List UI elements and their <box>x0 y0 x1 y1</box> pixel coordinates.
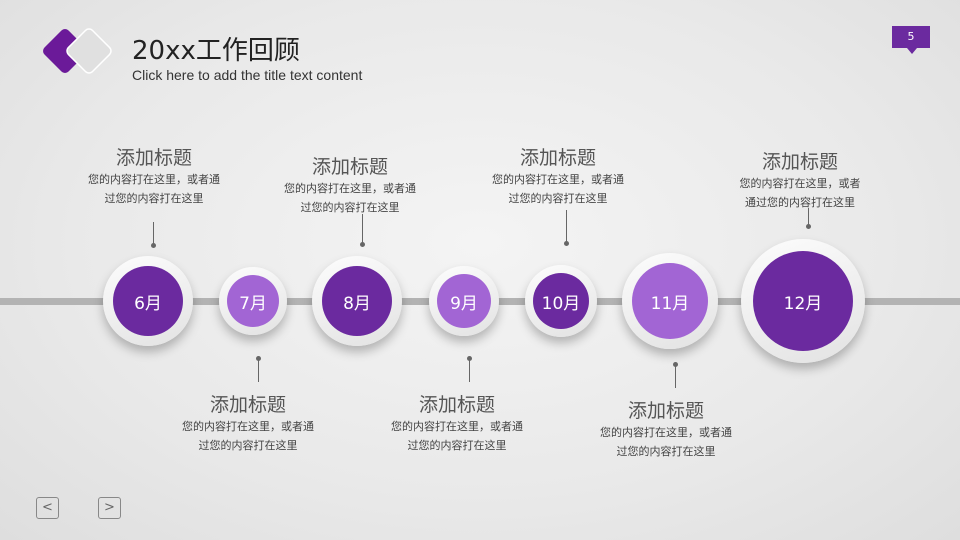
connector-line <box>362 214 363 244</box>
block-text[interactable]: 您的内容打在这里，或者 <box>739 177 861 190</box>
block-text[interactable]: 过您的内容打在这里 <box>616 445 716 458</box>
month-node-4[interactable]: 10月 <box>525 265 597 337</box>
month-label: 9月 <box>437 274 491 328</box>
page-subtitle[interactable]: Click here to add the title text content <box>132 67 363 83</box>
block-text[interactable]: 您的内容打在这里，或者通 <box>284 182 416 195</box>
connector-line <box>153 222 154 245</box>
block-heading[interactable]: 添加标题 <box>761 151 838 173</box>
text-block: 添加标题您的内容打在这里，或者通过您的内容打在这里 <box>473 143 643 208</box>
text-block: 添加标题您的内容打在这里，或者通过您的内容打在这里 <box>163 390 333 455</box>
month-node-2[interactable]: 8月 <box>312 256 402 346</box>
block-text[interactable]: 您的内容打在这里，或者通 <box>492 173 624 186</box>
text-block: 添加标题您的内容打在这里，或者通过您的内容打在这里 <box>69 143 239 208</box>
connector-line <box>808 208 809 226</box>
block-heading[interactable]: 添加标题 <box>418 394 495 416</box>
month-label: 6月 <box>113 266 183 336</box>
connector-dot <box>806 224 811 229</box>
block-text[interactable]: 您的内容打在这里，或者通 <box>391 420 523 433</box>
block-heading[interactable]: 添加标题 <box>209 394 286 416</box>
block-heading[interactable]: 添加标题 <box>115 147 192 169</box>
connector-dot <box>256 356 261 361</box>
text-block: 添加标题您的内容打在这里，或者通过您的内容打在这里 <box>715 147 885 212</box>
connector-dot <box>673 362 678 367</box>
page-number-badge: 5 <box>892 26 930 54</box>
block-text[interactable]: 过您的内容打在这里 <box>407 439 507 452</box>
block-text[interactable]: 通过您的内容打在这里 <box>745 196 855 209</box>
connector-dot <box>564 241 569 246</box>
chevron-right-icon[interactable]: > <box>98 497 121 519</box>
logo-diamonds-icon <box>43 28 112 74</box>
block-text[interactable]: 您的内容打在这里，或者通 <box>600 426 732 439</box>
month-label: 11月 <box>632 263 708 339</box>
connector-dot <box>467 356 472 361</box>
text-block: 添加标题您的内容打在这里，或者通过您的内容打在这里 <box>372 390 542 455</box>
block-heading[interactable]: 添加标题 <box>627 400 704 422</box>
text-block: 添加标题您的内容打在这里，或者通过您的内容打在这里 <box>265 152 435 217</box>
connector-line <box>469 358 470 382</box>
connector-dot <box>151 243 156 248</box>
month-node-6[interactable]: 12月 <box>741 239 865 363</box>
block-text[interactable]: 过您的内容打在这里 <box>104 192 204 205</box>
connector-dot <box>360 242 365 247</box>
page-title: 20xx工作回顾 <box>132 36 300 66</box>
month-node-3[interactable]: 9月 <box>429 266 499 336</box>
block-text[interactable]: 过您的内容打在这里 <box>300 201 400 214</box>
block-heading[interactable]: 添加标题 <box>519 147 596 169</box>
month-node-0[interactable]: 6月 <box>103 256 193 346</box>
chevron-left-icon[interactable]: < <box>36 497 59 519</box>
block-heading[interactable]: 添加标题 <box>311 156 388 178</box>
block-text[interactable]: 您的内容打在这里，或者通 <box>182 420 314 433</box>
text-block: 添加标题您的内容打在这里，或者通过您的内容打在这里 <box>581 396 751 461</box>
month-label: 8月 <box>322 266 392 336</box>
month-label: 7月 <box>227 275 279 327</box>
connector-line <box>258 358 259 382</box>
block-text[interactable]: 您的内容打在这里，或者通 <box>88 173 220 186</box>
connector-line <box>566 210 567 243</box>
month-node-1[interactable]: 7月 <box>219 267 287 335</box>
block-text[interactable]: 过您的内容打在这里 <box>198 439 298 452</box>
month-node-5[interactable]: 11月 <box>622 253 718 349</box>
month-label: 12月 <box>753 251 853 351</box>
month-label: 10月 <box>533 273 589 329</box>
connector-line <box>675 364 676 388</box>
block-text[interactable]: 过您的内容打在这里 <box>508 192 608 205</box>
